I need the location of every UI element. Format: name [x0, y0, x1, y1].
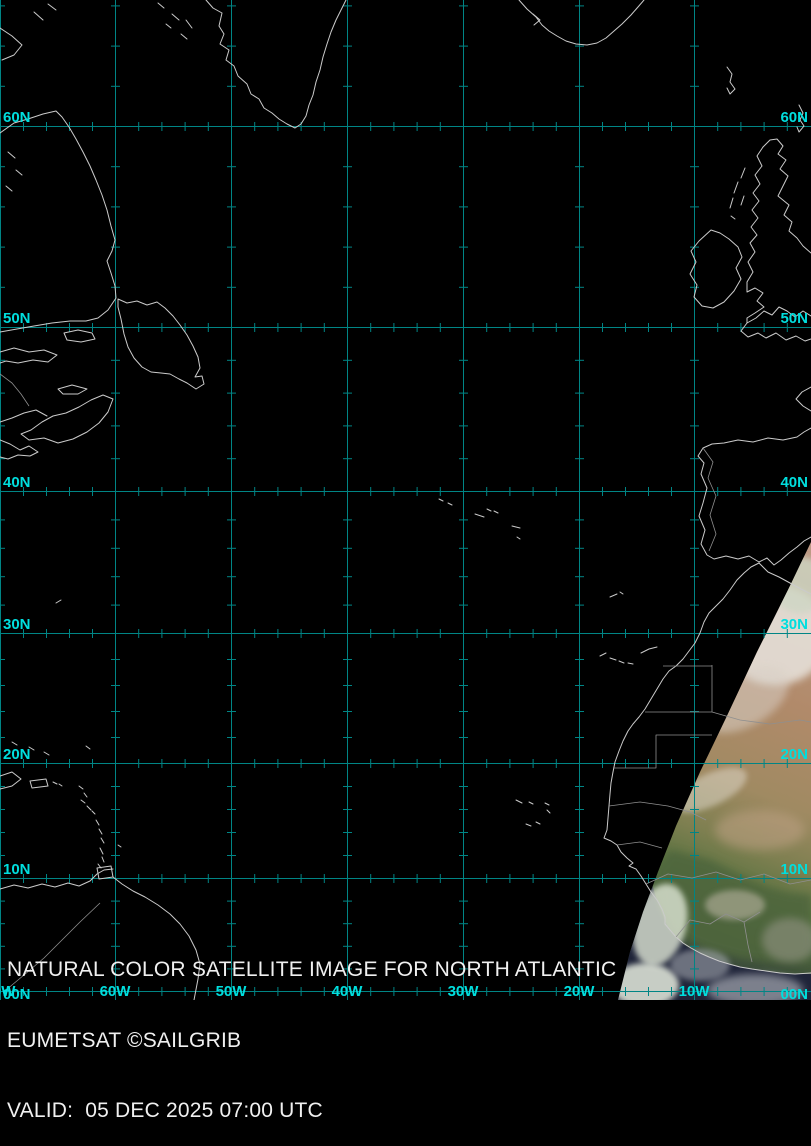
- graticule: [0, 0, 811, 1000]
- islands-bahamas: [11, 741, 91, 756]
- coast-new-brunswick-maine: [0, 409, 48, 460]
- coast-ireland: [689, 229, 743, 309]
- lat-label-left-40N: 40N: [3, 474, 31, 491]
- lat-label-right-20N: 20N: [780, 746, 808, 763]
- lon-label-50W: 50W: [216, 983, 248, 1000]
- coast-morocco-med: [758, 562, 811, 595]
- coast-nova-scotia: [20, 394, 114, 444]
- coast-iceland: [518, 0, 645, 46]
- islands-azores: [438, 498, 521, 540]
- coast-faroe-islands: [726, 66, 736, 95]
- lat-label-right-50N: 50N: [780, 310, 808, 327]
- lat-label-left-30N: 30N: [3, 616, 31, 633]
- coast-shetland: [796, 104, 805, 133]
- border-western-sahara: [613, 665, 713, 769]
- lat-label-left-10N: 10N: [3, 861, 31, 878]
- lat-label-right-60N: 60N: [780, 109, 808, 126]
- coast-iberia: [697, 427, 811, 566]
- lat-label-left-60N: 60N: [3, 109, 31, 126]
- lon-label-30W: 30W: [448, 983, 480, 1000]
- island-bermuda: [55, 599, 62, 604]
- border-guinea-mali: [645, 871, 811, 885]
- coast-france: [795, 386, 811, 412]
- coast-pei: [57, 384, 88, 395]
- caption-attribution: EUMETSAT ©SAILGRIB: [7, 1028, 242, 1052]
- coast-greenland-islets: [157, 2, 193, 40]
- islands-canary: [599, 646, 658, 665]
- border-canada-us: [0, 373, 30, 407]
- coast-puerto-rico: [29, 778, 49, 789]
- coast-labrador-islets: [0, 3, 57, 192]
- lon-label-20W: 20W: [564, 983, 596, 1000]
- coast-south-america: [0, 868, 201, 1000]
- lon-label-10W: 10W: [679, 983, 711, 1000]
- lat-label-left-00N: 00N: [3, 986, 31, 1000]
- grid-labels: 60N 60N 50N 50N 40N 40N 30N 30N 20N 20N 10N 10N 00N 0…: [0, 109, 808, 1000]
- lat-label-right-30N: 30N: [780, 616, 808, 633]
- coast-africa-west: [603, 562, 811, 975]
- caption-block: NATURAL COLOR SATELLITE IMAGE FOR NORTH …: [7, 911, 616, 1146]
- coast-greenland: [205, 0, 347, 129]
- coast-uk-south: [740, 306, 811, 342]
- islands-cape-verde: [515, 799, 551, 827]
- coast-newfoundland: [117, 298, 205, 390]
- lat-label-right-10N: 10N: [780, 861, 808, 878]
- border-liberia-ivory: [675, 911, 761, 963]
- caption-title: NATURAL COLOR SATELLITE IMAGE FOR NORTH …: [7, 958, 617, 981]
- satellite-map: 60N 60N 50N 50N 40N 40N 30N 30N 20N 20N 10N 10N 00N 0…: [0, 0, 811, 1000]
- islands-madeira: [609, 591, 624, 598]
- coast-uk-east: [762, 138, 811, 254]
- coast-anticosti: [63, 329, 96, 343]
- coast-hispaniola: [0, 771, 22, 790]
- caption-valid-time: VALID: 05 DEC 2025 07:00 UTC: [7, 1099, 323, 1122]
- border-orinoco: [5, 902, 101, 991]
- daylight-satellite-imagery: [618, 542, 811, 1000]
- coast-lesser-antilles: [52, 781, 122, 869]
- lon-label-40W: 40W: [332, 983, 364, 1000]
- country-borders: [0, 373, 811, 991]
- lat-label-left-20N: 20N: [3, 746, 31, 763]
- coast-labrador: [0, 110, 117, 333]
- border-spain-portugal: [702, 447, 717, 552]
- lon-label-70W: 70W: [0, 983, 16, 1000]
- lat-label-left-50N: 50N: [3, 310, 31, 327]
- lat-label-right-40N: 40N: [780, 474, 808, 491]
- lat-label-right-00N: 00N: [780, 986, 808, 1000]
- border-senegal-gambia: [608, 801, 707, 849]
- lon-label-60W: 60W: [100, 983, 132, 1000]
- coastlines: [0, 0, 811, 1000]
- coast-gaspe: [0, 347, 58, 364]
- coast-uk-west: [746, 146, 765, 324]
- coast-hebrides: [729, 167, 746, 220]
- border-mauritania-mali: [711, 711, 811, 725]
